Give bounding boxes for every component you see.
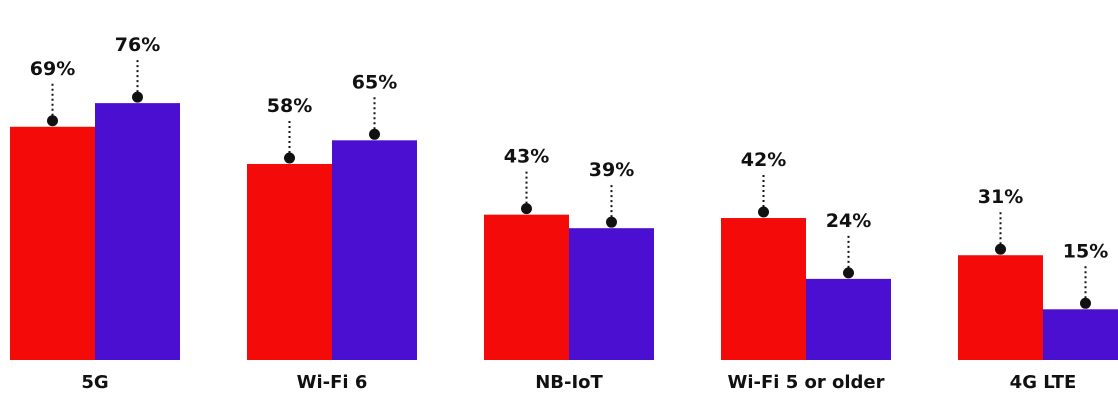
category-label: NB-IoT (535, 372, 603, 393)
marker-dot (284, 152, 295, 164)
marker-dot (132, 91, 143, 103)
marker-dot (47, 115, 58, 127)
marker-dot (843, 267, 854, 279)
bar (95, 103, 180, 361)
bar (721, 218, 806, 360)
bar (332, 140, 417, 360)
bar (247, 163, 332, 360)
bar (958, 255, 1043, 360)
marker-dot (1080, 297, 1091, 309)
data-label: 58% (267, 95, 312, 117)
marker-dot (995, 243, 1006, 255)
marker-dot (606, 216, 617, 228)
data-label: 15% (1063, 240, 1108, 262)
marker-dot (369, 128, 380, 140)
bar (484, 214, 569, 360)
data-label: 65% (352, 71, 397, 93)
bar (1043, 309, 1118, 360)
data-label: 43% (504, 146, 549, 168)
bar (10, 126, 95, 360)
bar (806, 278, 891, 360)
bar (569, 228, 654, 360)
marker-dot (758, 206, 769, 218)
category-label: Wi-Fi 6 (297, 372, 368, 393)
data-label: 24% (826, 210, 871, 232)
data-label: 31% (978, 186, 1023, 208)
data-label: 42% (741, 149, 786, 171)
category-label: Wi-Fi 5 or older (727, 372, 884, 393)
chart-marks: 69% 76% 5G 58% 65% Wi-Fi 6 43% 39% NB-IoT 42% 24% W… (10, 34, 1118, 393)
category-label: 5G (81, 372, 108, 393)
marker-dot (521, 203, 532, 215)
data-label: 76% (115, 34, 160, 56)
data-label: 39% (589, 159, 634, 181)
data-label: 69% (30, 58, 75, 80)
category-label: 4G LTE (1010, 372, 1077, 393)
